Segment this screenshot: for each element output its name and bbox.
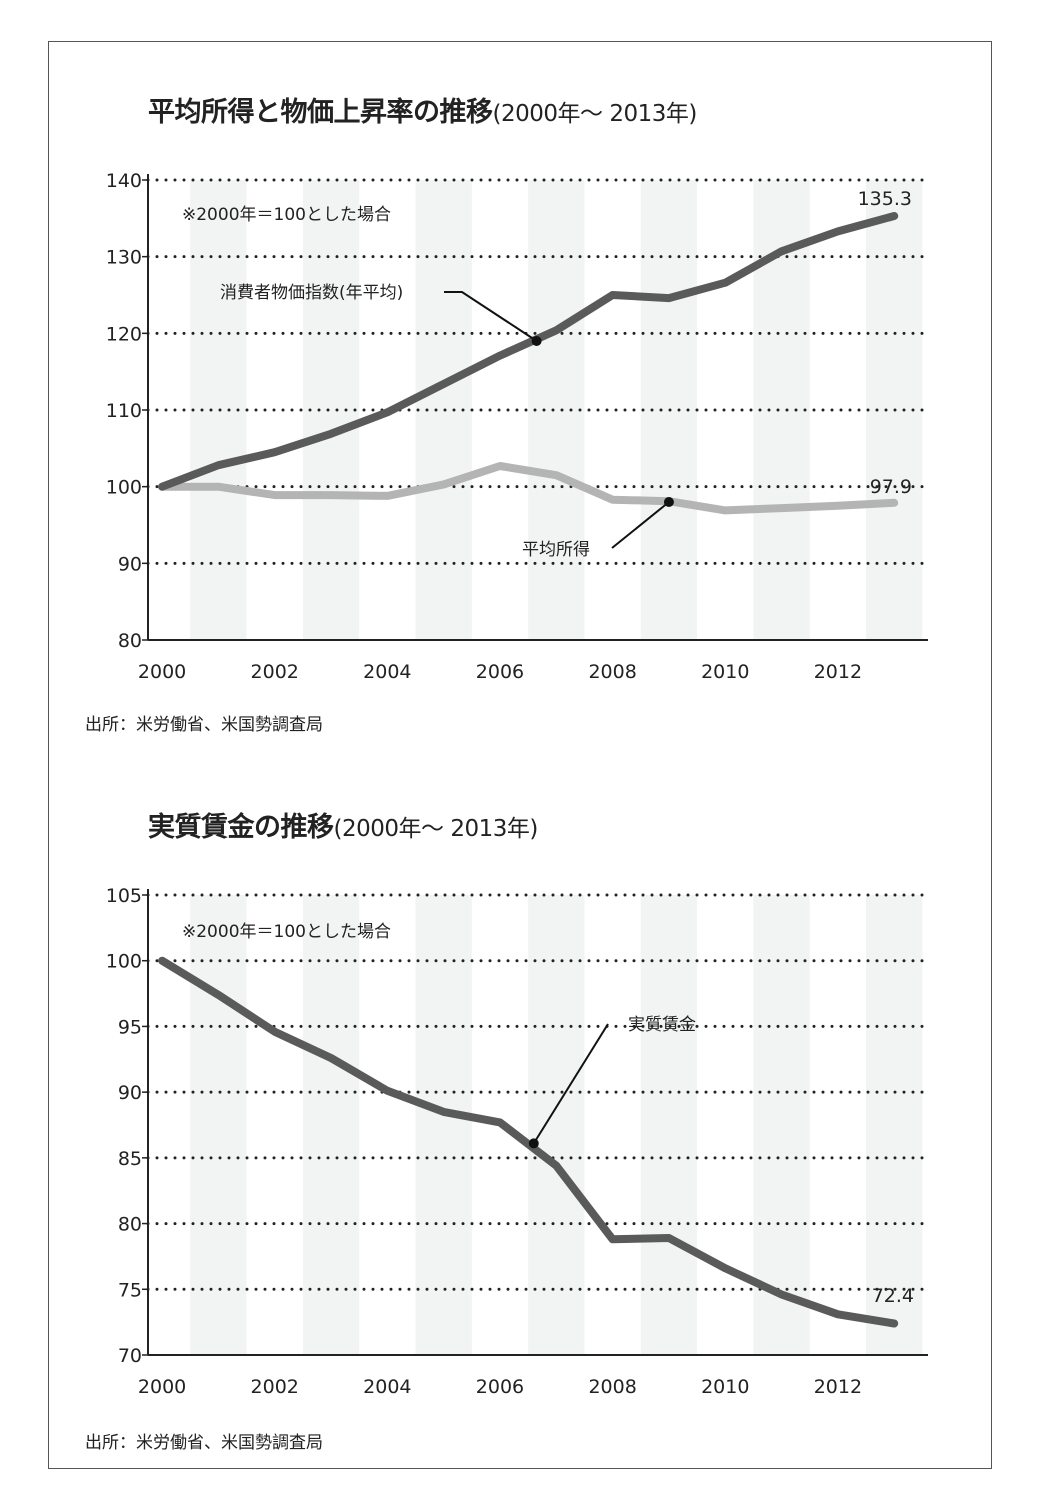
series-line-1 <box>158 956 899 1328</box>
year-band-2001 <box>190 895 247 1355</box>
series-name-label-1: 実質賃金 <box>628 1015 696 1035</box>
series-line-1 <box>158 212 899 491</box>
y-tick-label: 100 <box>106 477 142 499</box>
year-band-2009 <box>640 895 698 1355</box>
x-tick-label: 2008 <box>588 1376 636 1398</box>
x-tick-label: 2006 <box>476 1376 524 1398</box>
chart2-subtitle: (2000年〜 2013年) <box>333 816 539 842</box>
chart2-plot: 70 75 80 85 90 95 100 105 2000 2002 2004 2006 2008 20… <box>106 885 930 1398</box>
y-tick-label: 90 <box>118 1082 142 1104</box>
series-end-label-1: 135.3 <box>858 188 912 210</box>
year-band-2003 <box>302 895 360 1355</box>
x-tick-label: 2000 <box>138 1376 186 1398</box>
y-tick-label: 100 <box>106 951 142 973</box>
y-tick-label: 90 <box>118 553 142 575</box>
y-tick-label: 110 <box>106 400 142 422</box>
x-tick-label: 2012 <box>814 661 862 683</box>
chart1-title: 平均所得と物価上昇率の推移(2000年〜 2013年) <box>148 97 698 128</box>
y-tick-label: 75 <box>118 1279 142 1301</box>
x-tick-label: 2010 <box>701 661 749 683</box>
y-tick-label: 80 <box>118 1214 142 1236</box>
chart1-source: 出所：米労働省、米国勢調査局 <box>85 715 323 735</box>
x-tick-label: 2010 <box>701 1376 749 1398</box>
x-tick-label: 2000 <box>138 661 186 683</box>
chart-note: ※2000年＝100とした場合 <box>182 205 391 225</box>
y-tick-label: 105 <box>106 885 142 907</box>
x-tick-label: 2008 <box>588 661 636 683</box>
chart1-subtitle: (2000年〜 2013年) <box>492 101 698 127</box>
series-end-label-2: 97.9 <box>870 476 912 498</box>
series-line-2 <box>158 462 899 515</box>
series-callout-dot-1 <box>528 1138 539 1149</box>
year-band-2007 <box>528 180 585 640</box>
series-callout-line-2 <box>611 501 670 549</box>
y-tick-label: 140 <box>106 170 142 192</box>
y-tick-label: 95 <box>118 1016 142 1038</box>
year-band-2011 <box>753 895 810 1355</box>
x-tick-label: 2002 <box>251 1376 299 1398</box>
y-tick-label: 85 <box>118 1148 142 1170</box>
year-band-2013 <box>866 895 923 1355</box>
year-band-2005 <box>415 895 472 1355</box>
series-callout-dot-1 <box>531 336 542 346</box>
y-tick-label: 80 <box>118 630 142 652</box>
series-name-label-1: 消費者物価指数(年平均) <box>220 283 403 303</box>
year-band-2007 <box>528 895 585 1355</box>
series-callout-dot-2 <box>663 497 674 507</box>
y-tick-label: 120 <box>106 323 142 345</box>
y-tick-label: 130 <box>106 247 142 269</box>
series-callout-line-1 <box>444 291 538 342</box>
x-tick-label: 2002 <box>251 661 299 683</box>
series-end-label-1: 72.4 <box>872 1285 914 1307</box>
y-tick-label: 70 <box>118 1345 142 1367</box>
chart-note: ※2000年＝100とした場合 <box>182 922 391 942</box>
series-callout-line-1 <box>532 1023 609 1144</box>
x-tick-label: 2006 <box>476 661 524 683</box>
x-tick-label: 2012 <box>814 1376 862 1398</box>
chart1-plot: 80 90 100 110 120 130 140 2000 2002 2004 2006 2008 2… <box>106 170 930 683</box>
year-band-2011 <box>753 180 810 640</box>
x-tick-label: 2004 <box>363 1376 411 1398</box>
chart2-title: 実質賃金の推移(2000年〜 2013年) <box>148 812 539 843</box>
x-tick-label: 2004 <box>363 661 411 683</box>
figure-frame <box>48 41 992 1469</box>
chart2-source: 出所：米労働省、米国勢調査局 <box>85 1433 323 1453</box>
series-name-label-2: 平均所得 <box>522 540 590 560</box>
year-band-2003 <box>302 180 360 640</box>
